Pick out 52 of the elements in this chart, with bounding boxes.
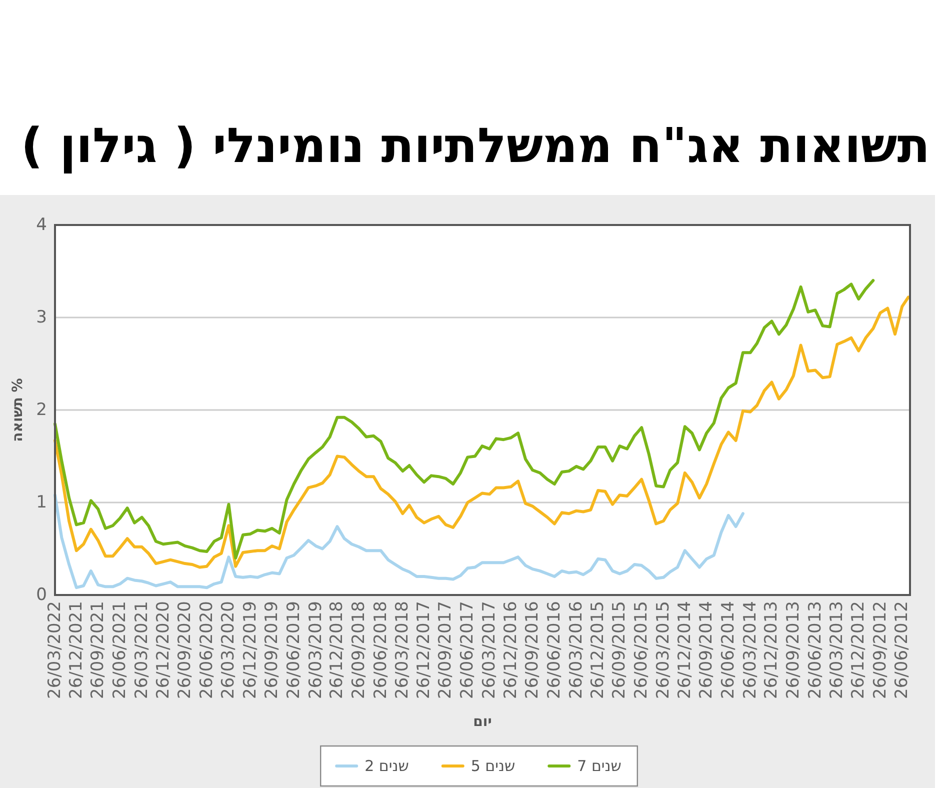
x-tick-label: 26/06/2020 [196,601,217,699]
x-tick-label: 26/12/2020 [153,601,174,699]
x-tick-label: 26/03/2020 [218,601,239,699]
legend-label: 2 שנים [364,757,409,775]
x-tick-label: 26/03/2014 [740,601,760,699]
x-tick-label: 26/06/2018 [370,601,391,699]
x-tick-label: 26/06/2013 [805,601,826,699]
x-tick-label: 26/09/2013 [783,601,804,699]
x-tick-label: 26/06/2017 [458,601,478,699]
x-tick-label: 26/03/2018 [392,601,413,699]
chart-title: תשואות אג"ח ממשלתיות נומינלי ( גילון ) [20,118,930,174]
x-tick-label: 26/12/2019 [240,601,260,699]
x-tick-label: 26/12/2013 [762,601,782,699]
x-tick-label: 26/06/2015 [632,601,652,699]
x-tick-label: 26/03/2013 [827,601,848,699]
x-tick-label: 26/12/2017 [414,601,434,699]
x-tick-label: 26/06/2014 [718,601,738,699]
x-tick-label: 26/09/2018 [348,601,369,699]
x-tick-label: 26/03/2022 [45,601,65,699]
y-tick-label: 1 [36,492,47,512]
x-tick-label: 26/09/2015 [610,601,630,699]
x-tick-label: 26/09/2012 [870,601,890,699]
x-tick-label: 26/12/2015 [588,601,608,699]
y-tick-label: 0 [36,585,47,605]
x-tick-label: 26/12/2018 [327,601,348,699]
x-tick-label: 26/06/2019 [284,601,304,699]
x-tick-label: 26/03/2016 [566,601,586,699]
x-tick-label: 26/03/2019 [306,601,326,699]
x-tick-label: 26/09/2019 [262,601,282,699]
legend-label: 7 שנים [577,757,622,775]
x-tick-label: 26/06/2016 [544,601,564,699]
x-tick-label: 26/12/2021 [66,601,86,699]
x-tick-label: 26/09/2021 [88,601,108,699]
x-tick-label: 26/03/2017 [480,601,500,699]
legend-label: 5 שנים [470,757,516,775]
x-tick-label: 26/09/2014 [696,601,717,699]
x-tick-label: 26/06/2012 [892,601,912,699]
x-tick-label: 26/09/2016 [522,601,543,699]
x-tick-label: 26/09/2020 [174,601,195,699]
x-axis-title: יום [473,714,492,730]
x-tick-label: 26/09/2017 [436,601,456,699]
y-tick-label: 2 [36,400,47,420]
x-tick-label: 26/03/2015 [653,601,674,699]
line-series [54,494,744,590]
y-tick-label: 3 [36,308,47,328]
y-axis-title: תשואה % [10,378,26,442]
x-tick-label: 26/12/2014 [674,601,695,699]
y-tick-label: 4 [36,215,47,235]
x-tick-label: 26/12/2012 [848,601,869,699]
x-tick-label: 26/03/2021 [132,601,152,699]
x-tick-label: 26/06/2021 [110,601,130,699]
x-tick-label: 26/12/2016 [500,601,521,699]
